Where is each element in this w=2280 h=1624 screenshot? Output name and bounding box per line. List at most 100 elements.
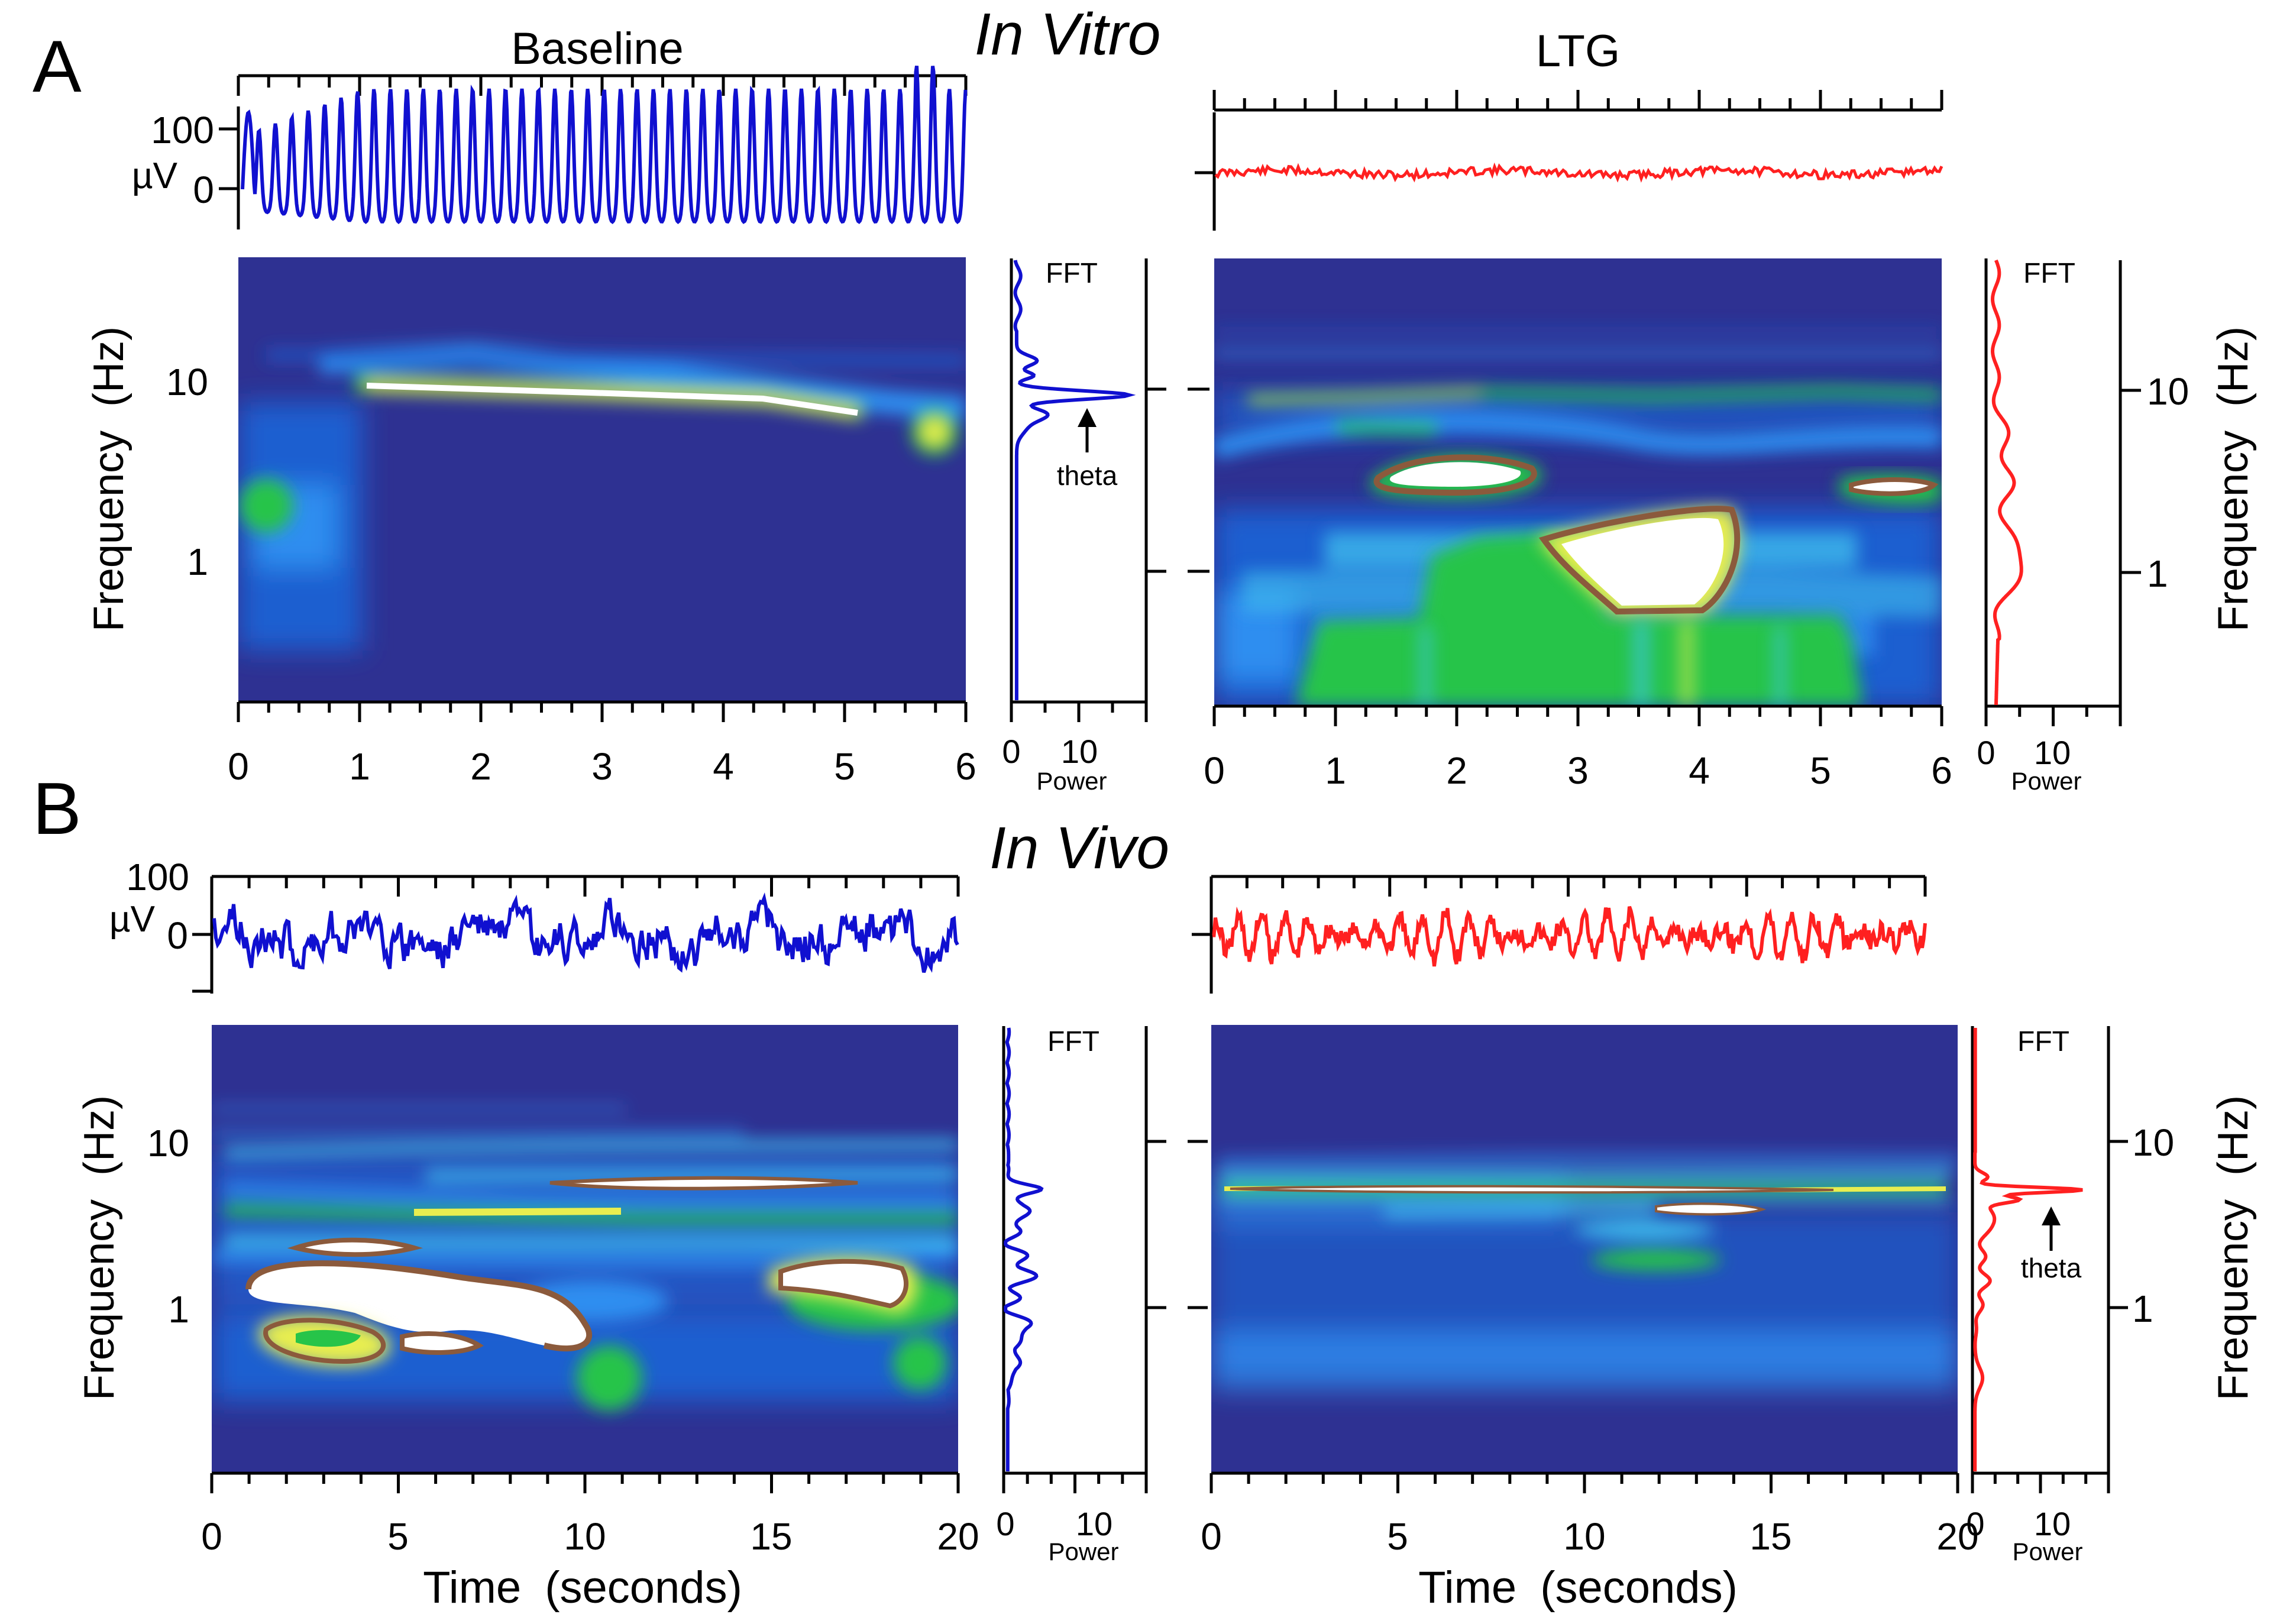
b-baseline-xlabel: Time (seconds) — [423, 1562, 742, 1613]
b-ltg-fft-ytick-10: 10 — [2132, 1121, 2174, 1164]
b-baseline-trace-axes: 100 0 µV — [109, 856, 960, 994]
b-ltg-spec-xticks — [1209, 1473, 1959, 1493]
b-baseline-fft-xlabel: Power — [1048, 1538, 1118, 1565]
b-baseline-ylabel-word: Frequency — [76, 1199, 123, 1400]
b-ltg-fft-ylabel: Frequency (Hz) — [2210, 1095, 2257, 1400]
a-baseline-ylabel: Frequency (Hz) — [85, 326, 132, 632]
a-ltg-xtick-3: 3 — [1567, 749, 1589, 792]
a-theta-label: theta — [1057, 460, 1118, 491]
a-baseline-yunit: µV — [132, 156, 178, 196]
a-baseline-fft-xtick-10: 10 — [1061, 733, 1098, 770]
b-ltg-fft: FFT 0 10 Power 10 1 Frequency (Hz) theta — [1966, 1026, 2257, 1565]
a-ltg-green-plateau — [1295, 532, 1863, 706]
col-baseline-title: Baseline — [511, 24, 684, 74]
a-ltg-xtick-5: 5 — [1810, 749, 1831, 792]
b-ltg-fft-ylabel-word: Frequency — [2210, 1199, 2257, 1400]
b-ltg-fft-xticks — [1971, 1473, 2110, 1493]
panel-b-letter: B — [33, 768, 82, 850]
b-ltg-xtick-5: 5 — [1387, 1515, 1408, 1558]
b-ltg-white-band — [1230, 1185, 1834, 1194]
b-baseline-xtick-5: 5 — [387, 1515, 409, 1558]
b-ltg-fft-xlabel: Power — [2012, 1538, 2082, 1565]
b-baseline-fft-xtick-10: 10 — [1076, 1505, 1112, 1542]
b-baseline-fft: FFT 0 10 Power — [996, 1026, 1148, 1565]
b-baseline-fft-title: FFT — [1047, 1026, 1099, 1057]
a-baseline-ylabel-unit: (Hz) — [85, 326, 132, 407]
b-baseline-xlabel-unit: (seconds) — [545, 1562, 742, 1613]
b-ltg-xtick-0: 0 — [1201, 1515, 1222, 1558]
a-baseline-spec-xticks — [237, 702, 968, 722]
a-ltg-fft-ytick-10: 10 — [2147, 370, 2189, 413]
a-baseline-xtick-6: 6 — [955, 745, 976, 788]
a-theta-arrowhead — [1078, 408, 1097, 427]
a-ltg-trace-axes — [1195, 90, 1943, 231]
a-baseline-fft-xlabel: Power — [1036, 767, 1107, 795]
a-baseline-trace-axes: 100 0 µV — [132, 65, 968, 229]
b-ltg-fft-line — [1973, 1028, 2083, 1471]
a-ltg-fft-ylabel: Frequency (Hz) — [2210, 326, 2257, 632]
a-ltg-trace-line — [1214, 162, 1943, 183]
a-baseline-xtick-5: 5 — [834, 745, 855, 788]
a-ltg-xtick-6: 6 — [1931, 749, 1952, 792]
a-baseline-spectrogram: 0 1 2 3 4 5 6 10 1 Frequency (Hz) — [85, 257, 976, 788]
b-baseline-ytick-10: 10 — [147, 1122, 189, 1164]
col-ltg-title: LTG — [1536, 26, 1620, 76]
b-baseline-white-blob-2 — [778, 1259, 909, 1309]
a-ltg-white-blob — [1561, 517, 1724, 606]
b-ltg-xtick-15: 15 — [1749, 1515, 1791, 1558]
b-ltg-xlabel-word: Time — [1418, 1562, 1516, 1613]
section-a-title: In Vitro — [975, 1, 1161, 67]
a-baseline-ytick-1: 1 — [187, 541, 208, 583]
b-ltg-fft-ylabel-unit: (Hz) — [2210, 1095, 2257, 1176]
a-ltg-fft-ylabel-word: Frequency — [2210, 431, 2257, 632]
b-baseline-spec-xticks — [210, 1473, 960, 1493]
b-baseline-ytick-100: 100 — [126, 856, 189, 898]
a-baseline-fft-xticks — [1010, 702, 1148, 722]
b-baseline-ylabel: Frequency (Hz) — [76, 1095, 123, 1400]
a-baseline-trace-line — [241, 65, 968, 224]
a-ltg-xtick-1: 1 — [1325, 749, 1346, 792]
b-baseline-ylabel-unit: (Hz) — [76, 1095, 123, 1176]
b-ltg-fft-xtick-10: 10 — [2034, 1505, 2071, 1542]
a-baseline-xtick-1: 1 — [349, 745, 370, 788]
b-baseline-spectrogram: 0 5 10 15 20 Time (seconds) 10 1 Frequenc… — [76, 1025, 979, 1613]
b-baseline-xlabel-word: Time — [423, 1562, 521, 1613]
a-baseline-xtick-4: 4 — [713, 745, 734, 788]
b-baseline-trace-line — [212, 892, 959, 973]
a-ltg-fft-ylabel-unit: (Hz) — [2210, 326, 2257, 407]
a-baseline-fft-xtick-0: 0 — [1002, 733, 1020, 770]
a-baseline-ylabel-word: Frequency — [85, 431, 132, 632]
a-ltg-xtick-0: 0 — [1204, 749, 1225, 792]
a-ltg-spec-xticks — [1212, 706, 1943, 726]
b-ltg-xlabel-unit: (seconds) — [1540, 1562, 1738, 1613]
b-ltg-trace-axes — [1192, 875, 1927, 994]
b-baseline-fft-xtick-0: 0 — [996, 1505, 1014, 1542]
a-ltg-fft-title: FFT — [2023, 258, 2075, 289]
a-baseline-fft-title: FFT — [1046, 258, 1098, 289]
b-baseline-fft-line — [1004, 1027, 1044, 1471]
a-baseline-fft: FFT 0 10 Power theta — [1002, 258, 1166, 795]
a-ltg-fft-ytick-1: 1 — [2147, 552, 2168, 595]
b-theta-arrowhead — [2042, 1206, 2061, 1225]
b-ltg-fft-ytick-1: 1 — [2132, 1287, 2153, 1330]
section-b-title: In Vivo — [989, 815, 1169, 881]
b-baseline-xtick-10: 10 — [564, 1515, 606, 1558]
b-ltg-xtick-10: 10 — [1563, 1515, 1605, 1558]
b-ltg-spectrogram: 0 5 10 15 20 Time (seconds) — [1201, 1025, 1979, 1613]
a-ltg-xtick-4: 4 — [1689, 749, 1710, 792]
a-ltg-fft-xticks — [1984, 706, 2122, 726]
a-baseline-ytick-10: 10 — [166, 361, 208, 403]
b-baseline-yunit: µV — [109, 899, 156, 940]
b-ltg-xlabel: Time (seconds) — [1418, 1562, 1738, 1613]
a-baseline-xtick-2: 2 — [470, 745, 491, 788]
b-baseline-xtick-0: 0 — [201, 1515, 222, 1558]
b-baseline-trace-top-ticks — [210, 876, 960, 897]
b-ltg-fft-xtick-0: 0 — [1966, 1505, 1984, 1542]
a-baseline-xtick-3: 3 — [591, 745, 613, 788]
a-ltg-trace-top-ticks — [1212, 90, 1943, 110]
a-ltg-fft-xtick-10: 10 — [2034, 734, 2071, 771]
b-ltg-trace-top-ticks — [1209, 876, 1927, 897]
b-theta-label: theta — [2021, 1253, 2082, 1283]
a-baseline-xtick-0: 0 — [228, 745, 249, 788]
